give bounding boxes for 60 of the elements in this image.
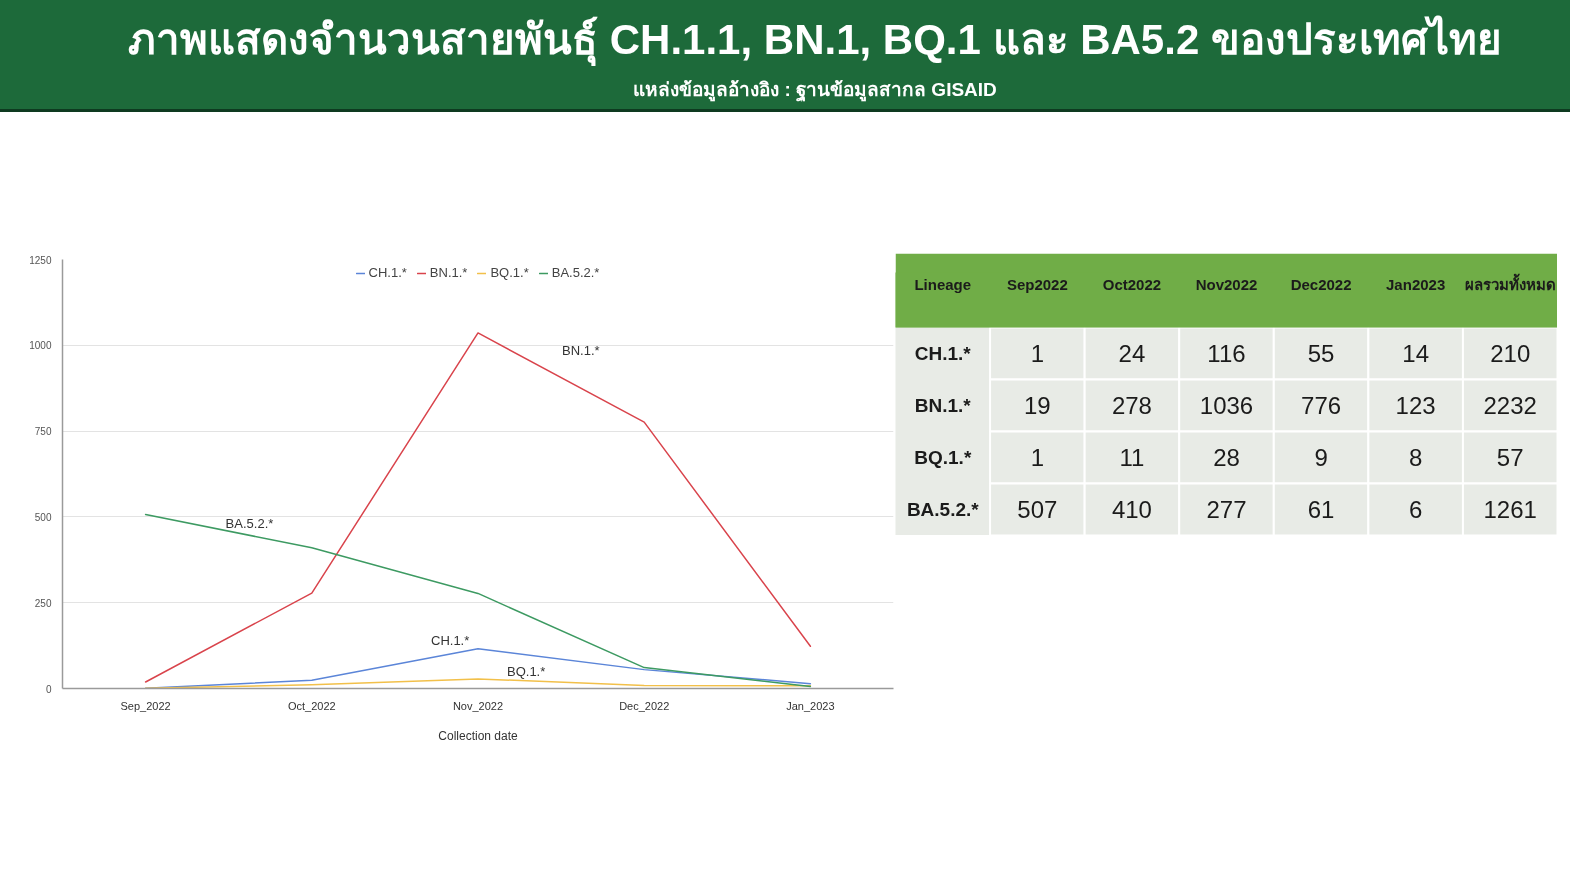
data-label: 6 <box>1408 496 1423 523</box>
line-series <box>144 513 812 688</box>
data-label: 123 <box>1395 392 1436 419</box>
data-label: 9 <box>1314 444 1328 471</box>
data-label: 1 <box>1030 340 1045 367</box>
data-label: 2232 <box>1483 392 1537 419</box>
y-tick-label: BQ.1.* <box>914 447 972 468</box>
line-series <box>144 332 812 683</box>
y-axis-title: Lineage <box>914 275 972 293</box>
y-tick-label: 750 <box>34 426 52 438</box>
y-tick-label: 1000 <box>29 340 52 352</box>
x-tick-label: Oct2022 <box>1102 275 1162 293</box>
data-label: 19 <box>1024 392 1051 419</box>
chart-subtitle: แหล่งข้อมูลอ้างอิง : ฐานข้อมูลสากล GISAID <box>632 78 998 102</box>
data-label: 1036 <box>1199 392 1254 419</box>
data-label: 24 <box>1118 340 1146 367</box>
data-label: 11 <box>1119 444 1145 471</box>
text: BQ.1.* <box>507 664 546 680</box>
x-tick-label: Sep2022 <box>1006 275 1068 293</box>
data-label: 28 <box>1213 444 1240 471</box>
data-label: 410 <box>1111 496 1152 523</box>
y-tick-label: BA.5.2.* <box>906 499 980 520</box>
x-tick-label: Dec2022 <box>1290 275 1352 293</box>
y-tick-label: CH.1.* <box>914 343 972 364</box>
x-tick-label: Oct_2022 <box>287 699 336 712</box>
x-tick-label: Jan2023 <box>1386 275 1446 293</box>
data-label: 507 <box>1017 496 1058 523</box>
x-axis-title: Collection date <box>438 728 519 743</box>
data-label: 776 <box>1301 392 1342 419</box>
y-tick-label: 250 <box>34 597 52 609</box>
x-tick-label: Dec_2022 <box>619 699 670 712</box>
data-label: 116 <box>1207 340 1246 367</box>
x-tick-label: ผลรวมทั้งหมด <box>1464 272 1556 293</box>
chart-title: ภาพแสดงจำนวนสายพันธุ์ CH.1.1, BN.1, BQ.1 และ BA5.2 ของประเทศไทย <box>127 14 1503 66</box>
data-label: 277 <box>1206 496 1247 523</box>
data-label: 1261 <box>1483 496 1537 523</box>
x-tick-label: Nov_2022 <box>452 699 504 712</box>
data-label: 1 <box>1030 444 1045 471</box>
y-tick-label: BN.1.* <box>914 395 972 416</box>
data-label: 210 <box>1490 340 1531 367</box>
x-tick-label: Sep_2022 <box>120 699 171 712</box>
legend-label: CH.1.* <box>368 265 407 280</box>
y-tick-label: 500 <box>34 511 52 523</box>
legend-label: BQ.1.* <box>490 265 529 280</box>
line-series <box>144 678 812 689</box>
legend-label: BA.5.2.* <box>551 265 600 280</box>
legend-label: BN.1.* <box>429 265 468 280</box>
data-label: 55 <box>1307 340 1335 367</box>
text: CH.1.* <box>431 633 470 649</box>
data-label: 61 <box>1307 496 1335 523</box>
data-label: 57 <box>1496 444 1524 471</box>
data-label: 278 <box>1111 392 1152 419</box>
y-tick-label: 1250 <box>29 254 52 266</box>
y-tick-label: 0 <box>45 683 52 695</box>
data-label: 14 <box>1402 340 1429 367</box>
text: BA.5.2.* <box>225 516 274 531</box>
text: BN.1.* <box>562 343 600 359</box>
x-tick-label: Jan_2023 <box>786 699 835 712</box>
data-label: 8 <box>1408 444 1423 471</box>
x-tick-label: Nov2022 <box>1195 275 1258 293</box>
